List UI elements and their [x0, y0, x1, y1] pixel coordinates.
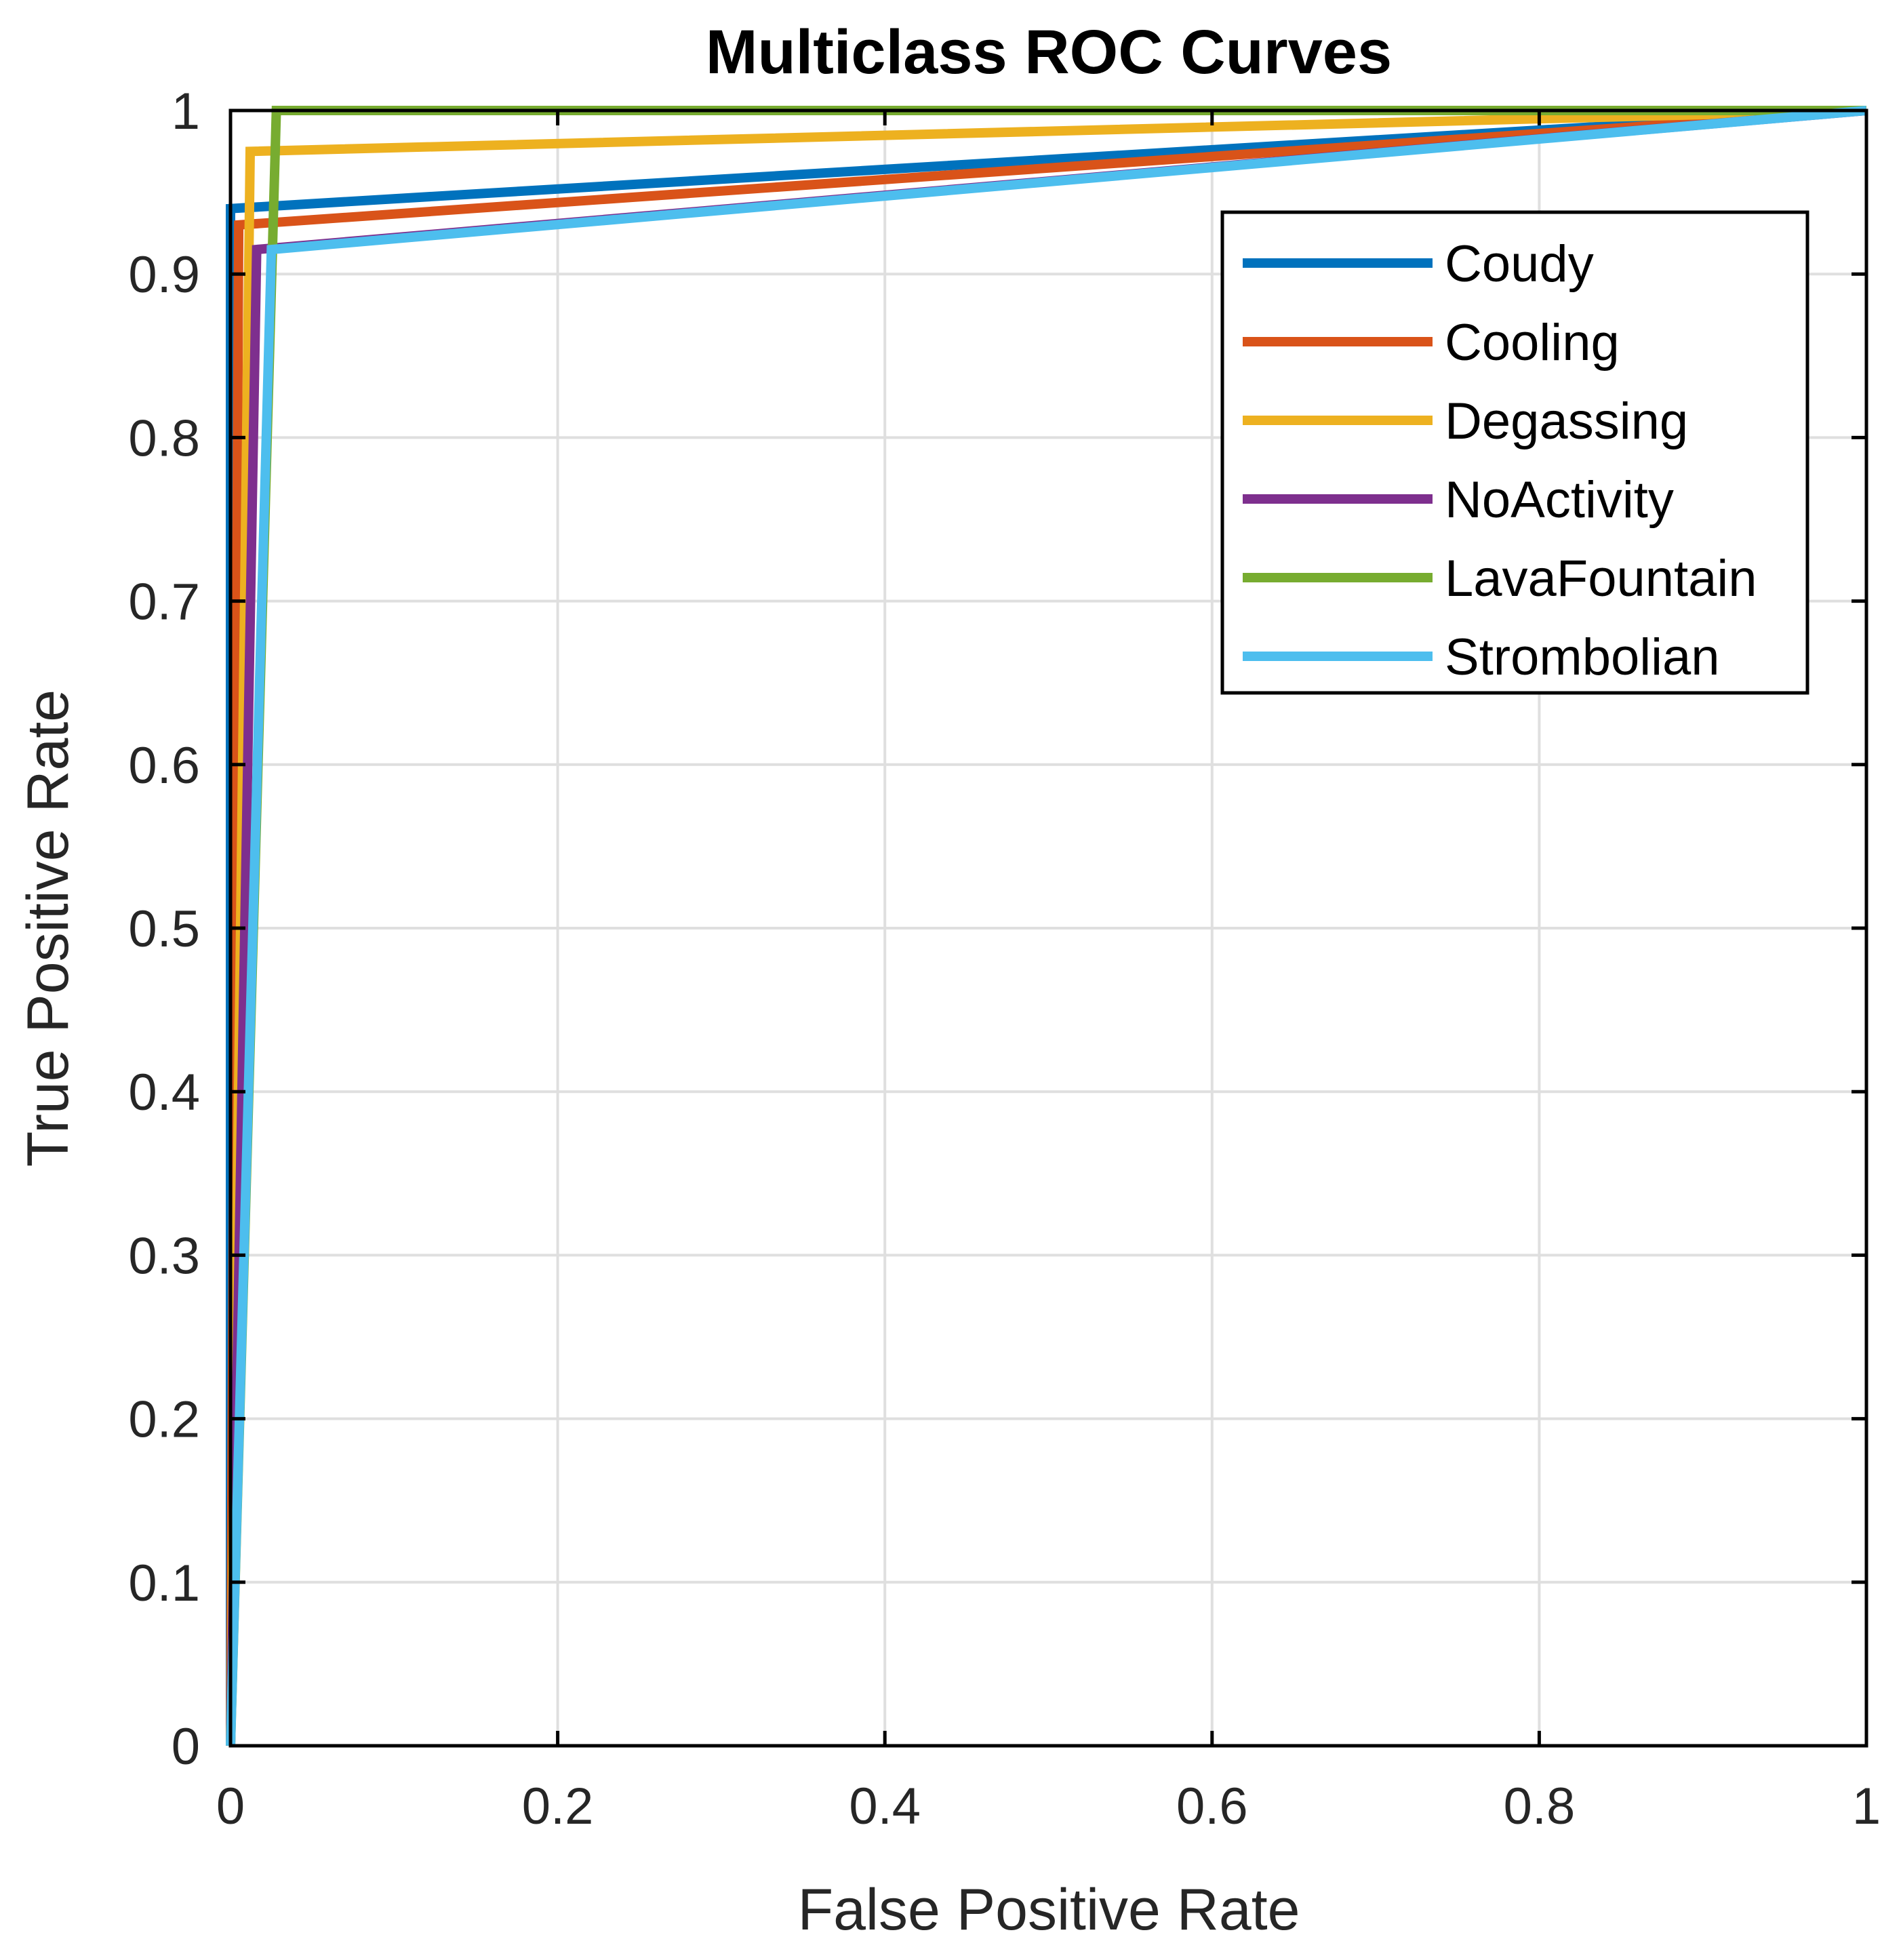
legend-label-noactivity: NoActivity: [1445, 471, 1674, 529]
y-tick-label: 0.4: [128, 1064, 200, 1121]
x-tick-label: 0.6: [1176, 1778, 1248, 1835]
axis-ticks: [228, 108, 1868, 1748]
x-axis-label: False Positive Rate: [798, 1877, 1300, 1942]
legend-items: Coudy Cooling Degassing NoActivity LavaFount…: [1243, 235, 1757, 686]
legend-label-coudy: Coudy: [1445, 235, 1594, 293]
series-line-strombolian: [226, 106, 1867, 1746]
x-tick-label: 1: [1852, 1778, 1881, 1835]
x-tick-label: 0.8: [1504, 1778, 1576, 1835]
y-tick-label: 0.3: [128, 1227, 200, 1285]
y-tick-label: 1: [172, 83, 200, 140]
y-tick-label: 0.8: [128, 409, 200, 467]
y-tick-label: 0: [172, 1718, 200, 1776]
y-axis-label: True Positive Rate: [16, 689, 81, 1167]
y-tick-label: 0.5: [128, 900, 200, 958]
legend-label-degassing: Degassing: [1445, 393, 1688, 450]
legend-box: [1220, 210, 1809, 695]
y-tick-label: 0.9: [128, 246, 200, 304]
y-tick-label: 0.7: [128, 574, 200, 631]
x-tick-label: 0: [216, 1778, 245, 1835]
chart-title: Multiclass ROC Curves: [706, 18, 1392, 87]
legend: Coudy Cooling Degassing NoActivity LavaFount…: [1220, 210, 1809, 695]
x-tick-label: 0.4: [849, 1778, 921, 1835]
x-tick-label: 0.2: [522, 1778, 594, 1835]
y-tick-label: 0.1: [128, 1555, 200, 1612]
legend-label-strombolian: Strombolian: [1445, 628, 1720, 686]
y-tick-label: 0.6: [128, 737, 200, 795]
y-tick-label: 0.2: [128, 1391, 200, 1449]
y-axis-tick-labels: 0 0.1 0.2 0.3 0.4 0.5 0.6 0.7 0.8 0.9 1: [128, 83, 200, 1776]
legend-label-lavafountain: LavaFountain: [1445, 550, 1757, 607]
x-axis-tick-labels: 0 0.2 0.4 0.6 0.8 1: [216, 1778, 1881, 1835]
legend-label-cooling: Cooling: [1445, 314, 1620, 372]
